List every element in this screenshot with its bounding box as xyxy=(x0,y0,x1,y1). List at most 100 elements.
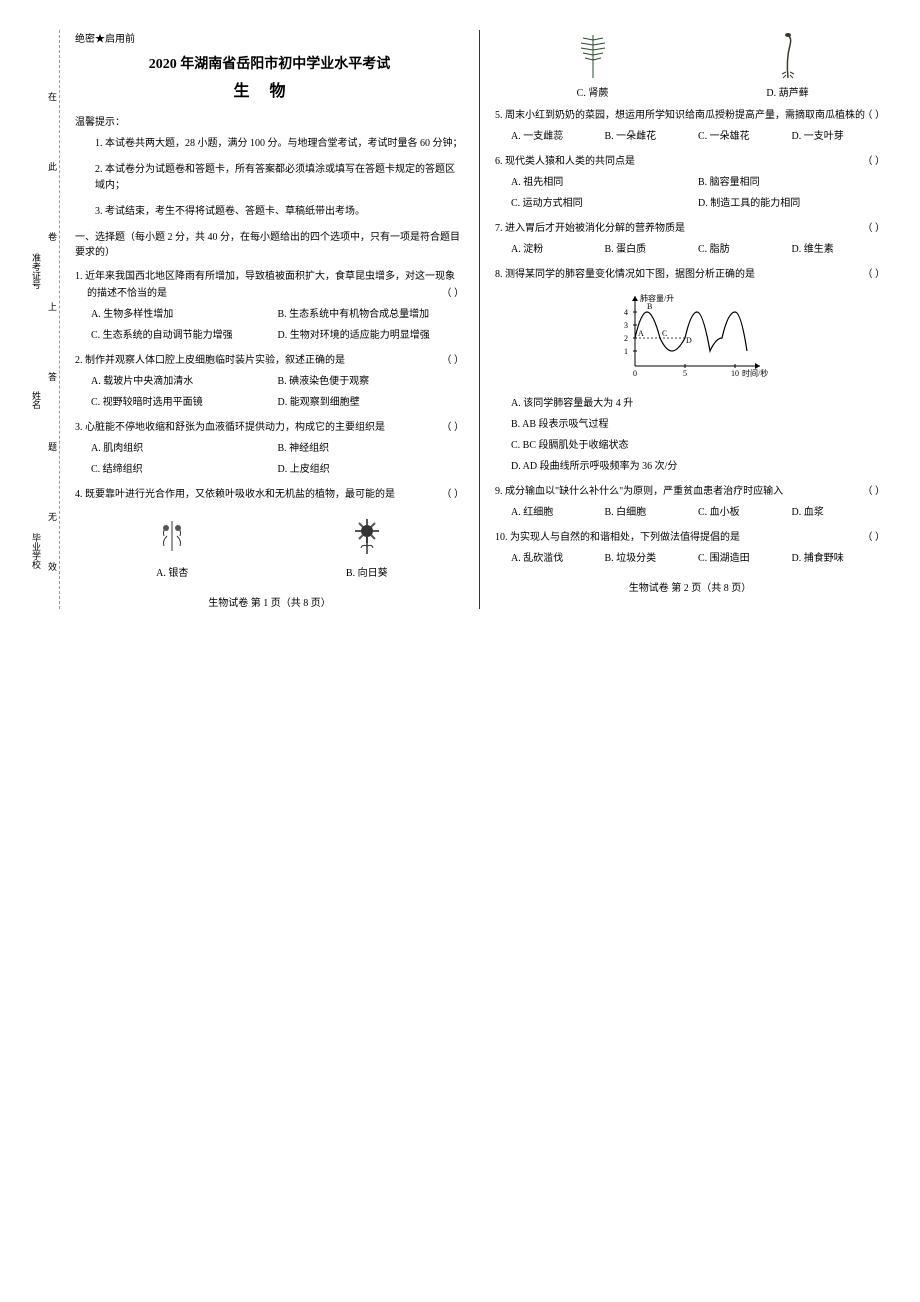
q2-opt-b: B. 碘液染色便于观察 xyxy=(278,373,465,390)
q3-opt-a: A. 肌肉组织 xyxy=(91,440,278,457)
q9-opt-b: B. 白细胞 xyxy=(605,504,699,521)
svg-text:B: B xyxy=(647,302,652,311)
q4-stem: 4. 既要靠叶进行光合作用，又依赖叶吸收水和无机盐的植物，最可能的是 xyxy=(75,489,395,500)
q9-stem: 9. 成分输血以"缺什么补什么"为原则，严重贫血患者治疗时应输入 xyxy=(495,486,783,497)
q1-text: 1. 近年来我国西北地区降雨有所增加，导致植被面积扩大，食草昆虫增多，对这一现象… xyxy=(75,268,464,302)
question-4: 4. 既要靠叶进行光合作用，又依赖叶吸收水和无机盐的植物，最可能的是 （ ） A.… xyxy=(75,486,464,582)
answer-paren: （ ） xyxy=(454,352,465,369)
q1-opt-b: B. 生态系统中有机物合成总量增加 xyxy=(278,306,465,323)
q8-opt-d: D. AD 段曲线所示呼吸频率为 36 次/分 xyxy=(511,458,885,475)
q2-opt-a: A. 载玻片中央滴加清水 xyxy=(91,373,278,390)
fern-icon xyxy=(568,30,618,80)
q7-opt-b: B. 蛋白质 xyxy=(605,241,699,258)
q5-opt-a: A. 一支雌蕊 xyxy=(511,128,605,145)
q5-opt-c: C. 一朵雄花 xyxy=(698,128,792,145)
q4-opt-a-label: A. 银杏 xyxy=(147,565,197,582)
margin-char: 题 xyxy=(48,440,57,453)
q7-opt-a: A. 淀粉 xyxy=(511,241,605,258)
q1-opt-a: A. 生物多样性增加 xyxy=(91,306,278,323)
answer-paren: （ ） xyxy=(875,529,886,546)
q1-opt-c: C. 生态系统的自动调节能力增强 xyxy=(91,327,278,344)
q10-opt-c: C. 围湖造田 xyxy=(698,550,792,567)
q7-stem: 7. 进入胃后才开始被消化分解的营养物质是 xyxy=(495,223,685,234)
svg-text:C: C xyxy=(662,329,667,338)
question-6: 6. 现代类人猿和人类的共同点是 （ ） A. 祖先相同 B. 脑容量相同 C. … xyxy=(495,153,885,212)
q2-opt-c: C. 视野较暗时选用平面镜 xyxy=(91,394,278,411)
q3-opt-d: D. 上皮组织 xyxy=(278,461,465,478)
subject-title: 生物 xyxy=(75,77,464,101)
q8-opt-b: B. AB 段表示吸气过程 xyxy=(511,416,885,433)
question-8: 8. 测得某同学的肺容量变化情况如下图，据图分析正确的是（ ） 1 2 3 4 xyxy=(495,266,885,475)
svg-text:D: D xyxy=(686,336,692,345)
q6-opt-a: A. 祖先相同 xyxy=(511,174,698,191)
q1-opt-d: D. 生物对环境的适应能力明显增强 xyxy=(278,327,465,344)
lung-capacity-chart: 1 2 3 4 0 5 10 A B C xyxy=(610,291,770,381)
question-5: 5. 周末小红到奶奶的菜园，想运用所学知识给南瓜授粉提高产量，需摘取南瓜植株的（… xyxy=(495,107,885,145)
q2-text: 2. 制作并观察人体口腔上皮细胞临时装片实验，叙述正确的是 （ ） xyxy=(75,352,464,369)
q4-img-a: A. 银杏 xyxy=(147,511,197,582)
sunflower-icon xyxy=(342,511,392,561)
q8-opt-c: C. BC 段膈肌处于收缩状态 xyxy=(511,437,885,454)
tips-header: 温馨提示： xyxy=(75,113,464,128)
q3-opt-b: B. 神经组织 xyxy=(278,440,465,457)
question-2: 2. 制作并观察人体口腔上皮细胞临时装片实验，叙述正确的是 （ ） A. 载玻片中… xyxy=(75,352,464,411)
q6-opt-b: B. 脑容量相同 xyxy=(698,174,885,191)
q4-opt-d-label: D. 葫芦藓 xyxy=(763,84,813,99)
q4-img-b: B. 向日葵 xyxy=(342,511,392,582)
q4-img-d: D. 葫芦藓 xyxy=(763,30,813,99)
q9-opt-d: D. 血浆 xyxy=(792,504,886,521)
q10-opt-a: A. 乱砍滥伐 xyxy=(511,550,605,567)
q7-text: 7. 进入胃后才开始被消化分解的营养物质是（ ） xyxy=(495,220,885,237)
answer-paren: （ ） xyxy=(875,107,886,124)
tip-2: 2. 本试卷分为试题卷和答题卡，所有答案都必须填涂或填写在答题卡规定的答题区域内… xyxy=(95,162,464,194)
margin-char: 答 xyxy=(48,370,57,383)
q6-stem: 6. 现代类人猿和人类的共同点是 xyxy=(495,156,635,167)
tip-3: 3. 考试结束，考生不得将试题卷、答题卡、草稿纸带出考场。 xyxy=(95,204,464,220)
svg-text:10: 10 xyxy=(731,369,739,378)
svg-text:肺容量/升: 肺容量/升 xyxy=(640,293,674,303)
left-column: 绝密★启用前 2020 年湖南省岳阳市初中学业水平考试 生物 温馨提示： 1. … xyxy=(60,30,480,609)
question-9: 9. 成分输血以"缺什么补什么"为原则，严重贫血患者治疗时应输入（ ） A. 红… xyxy=(495,483,885,521)
margin-char: 效 xyxy=(48,560,57,573)
q5-opt-d: D. 一支叶芽 xyxy=(792,128,886,145)
svg-text:3: 3 xyxy=(624,321,628,330)
q6-text: 6. 现代类人猿和人类的共同点是 （ ） xyxy=(495,153,885,170)
svg-text:0: 0 xyxy=(633,369,637,378)
section-1-title: 一、选择题（每小题 2 分，共 40 分，在每小题给出的四个选项中，只有一项是符… xyxy=(75,230,464,260)
exam-title: 2020 年湖南省岳阳市初中学业水平考试 xyxy=(75,53,464,73)
answer-paren: （ ） xyxy=(875,153,886,170)
q3-stem: 3. 心脏能不停地收缩和舒张为血液循环提供动力，构成它的主要组织是 xyxy=(75,422,385,433)
tip-1: 1. 本试卷共两大题，28 小题，满分 100 分。与地理合堂考试，考试时量各 … xyxy=(95,136,464,152)
q10-text: 10. 为实现人与自然的和谐相处，下列做法值得提倡的是 （ ） xyxy=(495,529,885,546)
q4-opt-c-label: C. 肾蕨 xyxy=(568,84,618,99)
answer-paren: （ ） xyxy=(875,266,886,283)
q2-stem: 2. 制作并观察人体口腔上皮细胞临时装片实验，叙述正确的是 xyxy=(75,355,345,366)
secret-label: 绝密★启用前 xyxy=(75,30,464,45)
q9-opt-c: C. 血小板 xyxy=(698,504,792,521)
q9-text: 9. 成分输血以"缺什么补什么"为原则，严重贫血患者治疗时应输入（ ） xyxy=(495,483,885,500)
q4-opt-b-label: B. 向日葵 xyxy=(342,565,392,582)
moss-icon xyxy=(763,30,813,80)
q10-stem: 10. 为实现人与自然的和谐相处，下列做法值得提倡的是 xyxy=(495,532,740,543)
q6-opt-c: C. 运动方式相同 xyxy=(511,195,698,212)
margin-char: 在 xyxy=(48,90,57,103)
q2-opt-d: D. 能观察到细胞壁 xyxy=(278,394,465,411)
q3-opt-c: C. 结缔组织 xyxy=(91,461,278,478)
q8-chart: 1 2 3 4 0 5 10 A B C xyxy=(495,291,885,387)
margin-char: 无 xyxy=(48,510,57,523)
q7-opt-d: D. 维生素 xyxy=(792,241,886,258)
q5-text: 5. 周末小红到奶奶的菜园，想运用所学知识给南瓜授粉提高产量，需摘取南瓜植株的（… xyxy=(495,107,885,124)
margin-char: 卷 xyxy=(48,230,57,243)
q10-opt-d: D. 捕食野味 xyxy=(792,550,886,567)
q4-img-c: C. 肾蕨 xyxy=(568,30,618,99)
answer-paren: （ ） xyxy=(454,285,465,302)
q8-stem: 8. 测得某同学的肺容量变化情况如下图，据图分析正确的是 xyxy=(495,269,755,280)
q6-opt-d: D. 制造工具的能力相同 xyxy=(698,195,885,212)
q8-opt-a: A. 该同学肺容量最大为 4 升 xyxy=(511,395,885,412)
margin-char: 此 xyxy=(48,160,57,173)
question-10: 10. 为实现人与自然的和谐相处，下列做法值得提倡的是（ ） A. 乱砍滥伐 B… xyxy=(495,529,885,567)
svg-text:时间/秒: 时间/秒 xyxy=(742,368,768,378)
q3-text: 3. 心脏能不停地收缩和舒张为血液循环提供动力，构成它的主要组织是（ ） xyxy=(75,419,464,436)
answer-paren: （ ） xyxy=(454,486,465,503)
name-label: 姓名 xyxy=(30,391,43,409)
